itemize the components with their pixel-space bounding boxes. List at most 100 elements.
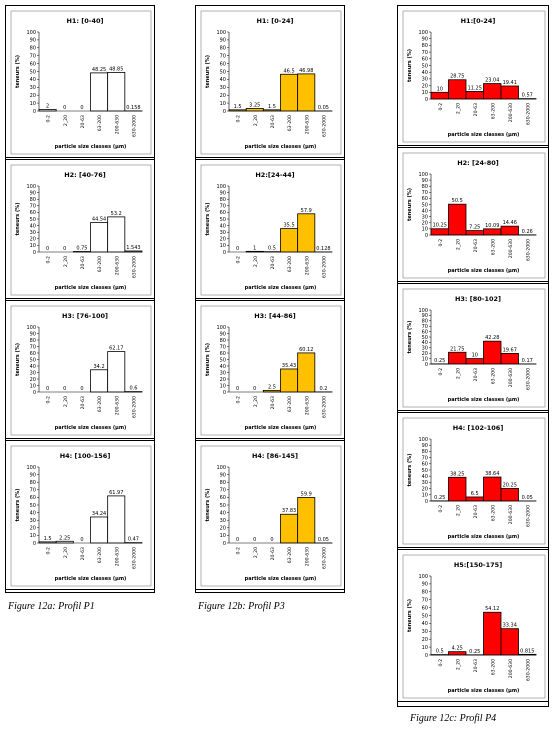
x-tick-label: 630-2000 <box>131 396 137 418</box>
y-axis-label: teneurs (%) <box>205 55 211 88</box>
y-tick-label: 100 <box>216 184 226 190</box>
y-tick-label: 30 <box>220 230 226 236</box>
chart-title: H2: [40-76] <box>64 171 106 179</box>
x-tick-label: 2_20 <box>253 256 259 267</box>
bar-data-label: 0 <box>80 537 83 543</box>
bar-data-label: 2.25 <box>59 535 70 541</box>
bar <box>90 222 109 253</box>
bar-data-label: 0 <box>63 386 66 392</box>
bar-data-label: 10.09 <box>485 223 499 229</box>
x-tick-label: 0-2 <box>438 505 444 513</box>
bar-data-label: 10.25 <box>433 223 447 229</box>
x-tick-label: 630-2000 <box>131 256 137 278</box>
y-axis-label: teneurs (%) <box>407 188 413 221</box>
chart-title: H2: [24-80] <box>457 159 499 167</box>
y-tick-label: 50 <box>30 217 36 223</box>
x-tick-label: 630-2000 <box>525 103 531 125</box>
y-tick-label: 60 <box>30 210 36 216</box>
x-tick-label: 630-2000 <box>525 239 531 261</box>
y-tick-label: 100 <box>26 465 36 471</box>
y-tick-label: 40 <box>422 70 428 76</box>
y-tick-label: 10 <box>220 533 226 539</box>
x-axis-label: particle size classes (µm) <box>245 144 317 150</box>
y-tick-label: 10 <box>422 90 428 96</box>
y-tick-label: 80 <box>30 46 36 52</box>
bar-data-label: 1.543 <box>126 245 140 251</box>
x-tick-label: 20-63 <box>270 256 276 269</box>
x-axis-label: particle size classes (µm) <box>448 268 520 274</box>
x-tick-label: 200-630 <box>304 256 310 275</box>
x-tick-label: 2_20 <box>455 239 461 250</box>
y-tick-label: 90 <box>30 331 36 337</box>
x-tick-label: 0-2 <box>438 368 444 376</box>
chart-title: H4: [100-156] <box>60 452 111 460</box>
x-tick-label: 0-2 <box>236 547 242 555</box>
y-tick-label: 90 <box>422 37 428 43</box>
y-tick-label: 30 <box>422 480 428 486</box>
y-tick-label: 10 <box>422 356 428 362</box>
bar-data-label: 35.43 <box>282 363 296 369</box>
x-axis-label: particle size classes (µm) <box>245 576 317 582</box>
x-tick-label: 63-200 <box>97 115 103 131</box>
bar-data-label: 0 <box>253 386 256 392</box>
y-tick-label: 40 <box>220 364 226 370</box>
y-tick-label: 90 <box>422 313 428 319</box>
bar-data-label: 48.85 <box>109 66 123 72</box>
chart-panel-3-3: H3: [80-102] 0 10 20 30 40 50 60 70 80 90 100 teneur… <box>397 283 549 411</box>
x-tick-label: 0-2 <box>236 256 242 264</box>
x-tick-label: 2_20 <box>455 103 461 114</box>
y-tick-label: 10 <box>30 243 36 249</box>
bar-data-label: 2 <box>46 103 49 109</box>
x-tick-label: 20-63 <box>473 505 479 518</box>
bar-data-label: 37.83 <box>282 508 296 514</box>
chart-panel-2-2: H2:[24-44] 0 10 20 30 40 50 60 70 80 90 100 teneurs … <box>195 159 345 299</box>
y-tick-label: 60 <box>30 61 36 67</box>
bar-data-label: 0.47 <box>128 537 139 543</box>
chart-area-frame <box>10 164 152 296</box>
y-axis-label: teneurs (%) <box>15 343 21 376</box>
x-axis-label: particle size classes (µm) <box>448 688 520 694</box>
y-tick-label: 40 <box>30 510 36 516</box>
bar-data-label: 0.25 <box>469 649 480 655</box>
y-tick-label: 60 <box>422 605 428 611</box>
y-axis-label: teneurs (%) <box>15 202 21 235</box>
y-tick-label: 30 <box>422 629 428 635</box>
bar <box>90 516 109 544</box>
y-tick-label: 20 <box>30 237 36 243</box>
bar <box>483 476 502 502</box>
bar-data-label: 33.34 <box>503 623 517 629</box>
x-axis-label: particle size classes (µm) <box>55 144 127 150</box>
bar-data-label: 19.67 <box>503 347 517 353</box>
bar-data-label: 46.5 <box>284 68 295 74</box>
histogram-svg: H3: [80-102]0102030405060708090100teneur… <box>402 288 546 408</box>
y-tick-label: 90 <box>220 38 226 44</box>
chart-area-frame <box>200 305 342 436</box>
bar-data-label: 0 <box>236 246 239 252</box>
histogram-svg: H2:[24-44]0102030405060708090100teneurs … <box>200 164 342 296</box>
y-tick-label: 10 <box>220 243 226 249</box>
y-tick-label: 100 <box>418 308 428 314</box>
y-tick-label: 70 <box>422 50 428 56</box>
histogram-svg: H1: [0-40]0102030405060708090100teneurs … <box>10 10 152 155</box>
y-axis-label: teneurs (%) <box>407 453 413 486</box>
bar-data-label: 50.5 <box>452 198 463 204</box>
x-tick-label: 20-63 <box>80 115 86 128</box>
y-tick-label: 100 <box>26 325 36 331</box>
bar-data-label: 35.5 <box>284 223 295 229</box>
bar-data-label: 54.12 <box>485 606 499 612</box>
bar-data-label: 19.41 <box>503 80 517 86</box>
x-tick-label: 0-2 <box>46 547 52 555</box>
y-tick-label: 60 <box>220 495 226 501</box>
bar <box>430 228 449 236</box>
chart-title: H2:[24-44] <box>255 171 294 179</box>
x-tick-label: 63-200 <box>287 396 293 412</box>
bar <box>280 368 299 393</box>
chart-area-frame <box>10 305 152 436</box>
bar-data-label: 61.97 <box>109 490 123 496</box>
y-tick-label: 30 <box>422 346 428 352</box>
x-tick-label: 63-200 <box>490 239 496 255</box>
